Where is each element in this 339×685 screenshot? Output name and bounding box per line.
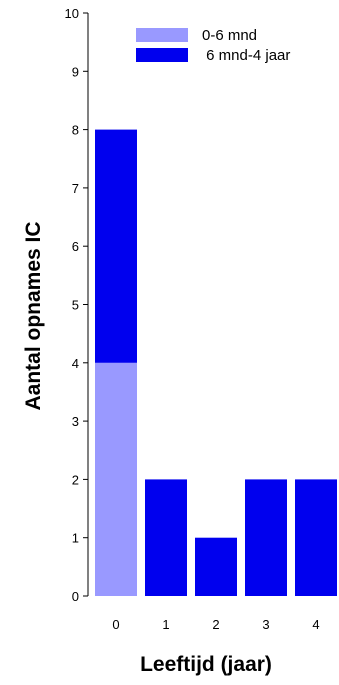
y-tick-label: 1 [72, 531, 79, 546]
x-tick-labels: 0 1 2 3 4 [112, 617, 319, 632]
legend-swatch-0-6-mnd [136, 28, 188, 42]
y-tick-label: 5 [72, 298, 79, 313]
y-tick-label: 9 [72, 64, 79, 79]
legend-label-0-6-mnd: 0-6 mnd [202, 27, 257, 44]
bar-0-series-1 [95, 129, 137, 363]
y-tick-label: 10 [65, 6, 79, 21]
x-tick-label: 3 [262, 617, 269, 632]
bar-2-series-1 [195, 537, 237, 596]
x-axis-title: Leeftijd (jaar) [140, 653, 272, 676]
legend-label-6-mnd-4-jaar: 6 mnd-4 jaar [202, 47, 290, 64]
legend: 0-6 mnd 6 mnd-4 jaar [136, 27, 290, 64]
x-tick-label: 2 [212, 617, 219, 632]
y-tick-label: 4 [72, 356, 79, 371]
y-tick-label: 2 [72, 472, 79, 487]
y-tick-label: 6 [72, 239, 79, 254]
y-tick-label: 7 [72, 181, 79, 196]
x-tick-label: 0 [112, 617, 119, 632]
y-axis-title: Aantal opnames IC [22, 221, 45, 410]
bar-0-series-0 [95, 362, 137, 596]
bar-3-series-1 [245, 479, 287, 596]
x-tick-label: 1 [162, 617, 169, 632]
bars-group [95, 129, 337, 596]
y-tick-label: 3 [72, 414, 79, 429]
y-tick-label: 8 [72, 123, 79, 138]
x-tick-label: 4 [312, 617, 319, 632]
legend-swatch-6-mnd-4-jaar [136, 48, 188, 62]
bar-1-series-1 [145, 479, 187, 596]
bar-4-series-1 [295, 479, 337, 596]
y-axis: 0 1 2 3 4 5 6 7 8 9 10 [65, 6, 89, 604]
y-tick-label: 0 [72, 589, 79, 604]
